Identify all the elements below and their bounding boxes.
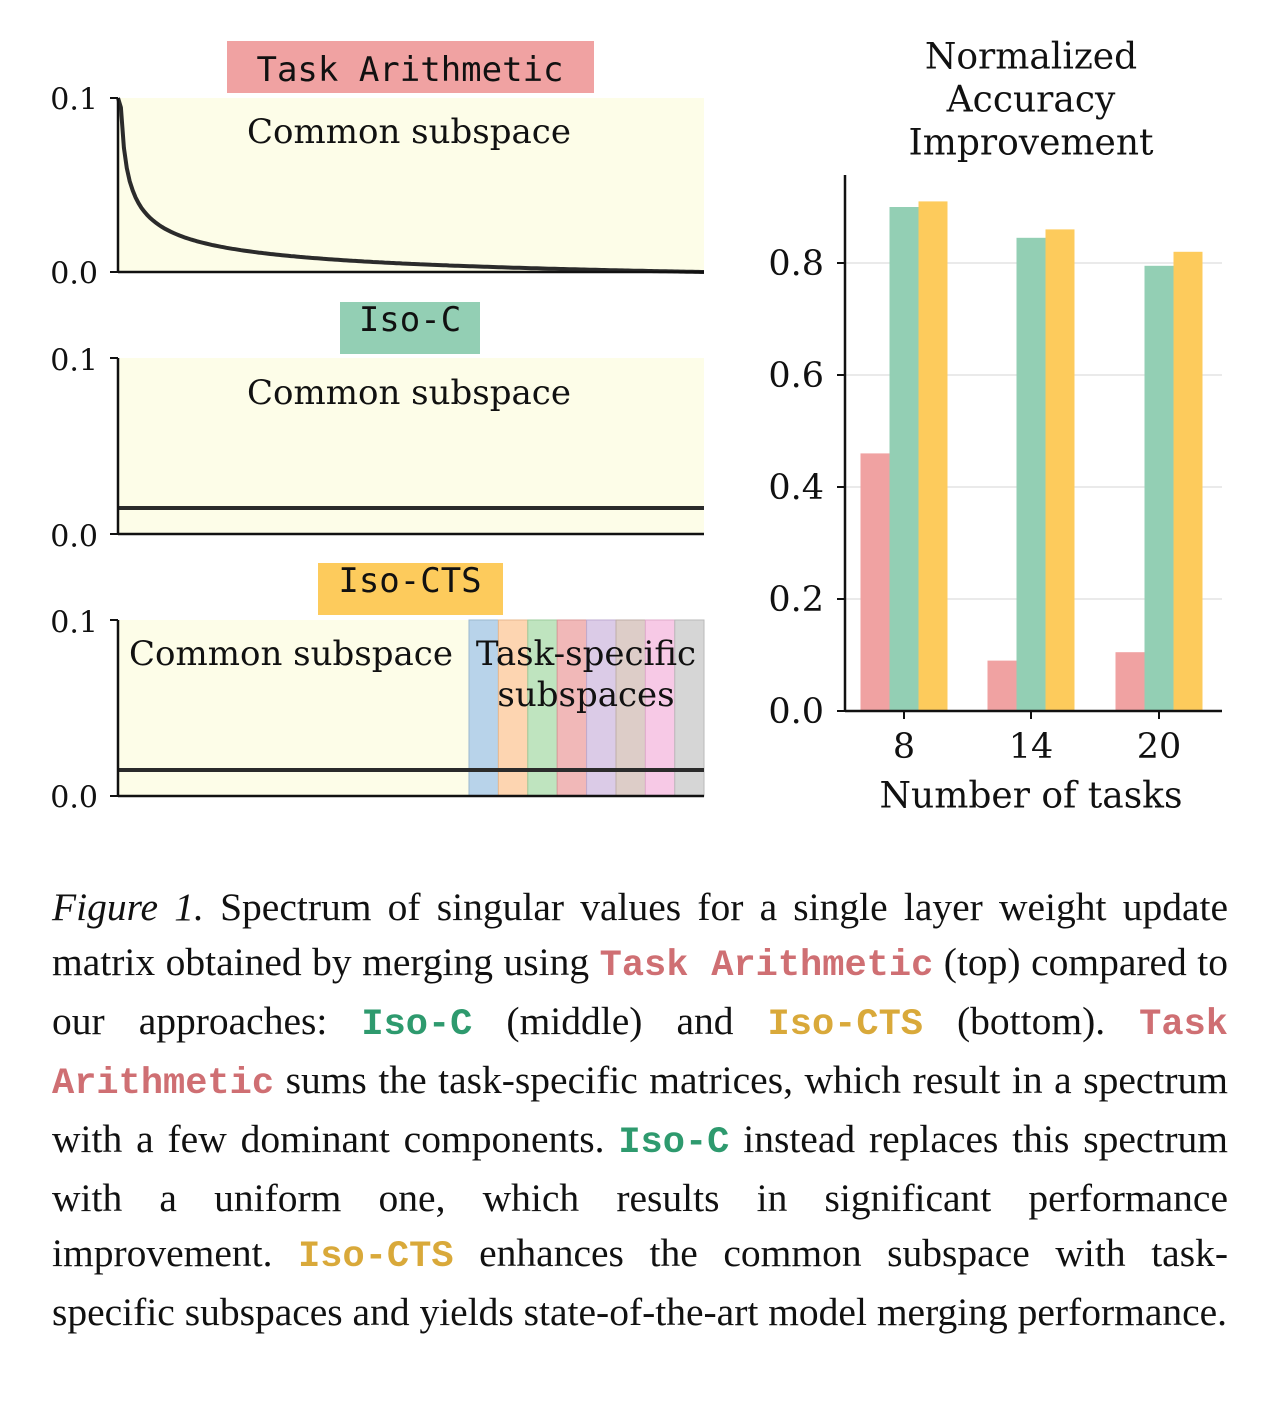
y-tick-label: 0.0 [50,781,98,816]
y-tick-label: 0.1 [50,606,98,641]
panel-title: Iso-CTS [338,561,481,601]
singular-value-curve [116,97,704,274]
bars [860,201,1203,712]
bar-iso-c [1144,265,1174,711]
figure-label: Figure 1. [52,885,204,929]
y-tick-label: 0.1 [50,83,98,118]
caption-text: sums the task-specific matrices, which r… [52,1058,1228,1161]
x-tick-label: 8 [893,727,915,767]
y-tick-label: 0.2 [768,580,824,620]
bar-chart-title-line1: Normalized [925,37,1137,78]
common-subspace-region [118,358,704,534]
task-band-6 [615,619,646,797]
common-subspace-label: Common subspace [247,112,571,152]
method-name-task-arithmetic: Task Arithmetic [599,945,934,987]
common-subspace-label: Common subspace [247,373,571,413]
caption-text: (bottom). [922,999,1140,1043]
bar-chart: Normalized Accuracy Improvement 0.0 0.2 … [768,37,1222,817]
bar-task-arithmetic [987,660,1017,711]
x-tick-label: 14 [1009,727,1054,767]
bar-iso-cts [1045,229,1075,711]
panel-iso-c: Iso-C Common subspace 0.1 0.0 [50,300,704,555]
bar-iso-cts [918,201,948,711]
caption-text: enhances the common subspace with task-s… [52,1231,1228,1334]
figure-1: Task Arithmetic Common subspace 0.1 0.0 … [50,37,1222,817]
bar-iso-c [1016,237,1046,712]
panel-title-box [340,302,480,354]
y-tick-label: 0.0 [50,257,98,292]
panel-title-box [318,563,503,615]
method-name-iso-cts: Iso-CTS [298,1236,454,1278]
y-tick-label: 0.4 [768,468,824,508]
bar-iso-c [889,207,919,711]
panel-title-box [227,41,594,93]
bar-task-arithmetic [860,453,890,711]
panel-title: Task Arithmetic [256,50,563,90]
bar-chart-title-line2: Accuracy [946,80,1116,121]
y-tick-label: 0.6 [768,356,824,396]
method-name-iso-c: Iso-C [361,1004,473,1046]
x-tick-label: 20 [1137,727,1182,767]
method-name-iso-c: Iso-C [618,1122,730,1164]
method-name-iso-cts: Iso-CTS [767,1004,923,1046]
common-subspace-region [118,98,704,272]
task-specific-label-line2: subspaces [497,675,674,715]
task-band-1 [468,619,499,797]
figure-caption: Figure 1. Spectrum of singular values fo… [52,880,1228,1340]
caption-text: (top) compared to our approaches: [52,940,1229,1043]
y-tick-label: 0.0 [50,520,98,555]
caption-text: Spectrum of singular values for a single… [52,885,1228,984]
panel-iso-cts: Iso-CTS Common subspace Task-specific su… [50,561,705,816]
common-subspace-region [118,620,469,796]
y-tick-label: 0.1 [50,344,98,379]
task-band-8 [674,619,705,797]
bar-iso-cts [1173,251,1203,712]
method-name-task-arithmetic: Task Arithmetic [52,1004,1228,1105]
task-band-5 [586,619,617,797]
bar-chart-title-line3: Improvement [908,123,1154,164]
task-specific-label-line1: Task-specific [476,634,696,674]
y-tick-label: 0.0 [768,692,824,732]
caption-text: (middle) and [472,999,768,1043]
panel-title: Iso-C [359,300,461,340]
panel-task-arithmetic: Task Arithmetic Common subspace 0.1 0.0 [50,41,704,292]
bar-task-arithmetic [1115,652,1145,711]
caption-text: instead replaces this spectrum with a un… [52,1117,1228,1275]
y-tick-label: 0.8 [768,244,824,284]
x-axis-label: Number of tasks [880,776,1183,817]
common-subspace-label: Common subspace [129,634,453,674]
